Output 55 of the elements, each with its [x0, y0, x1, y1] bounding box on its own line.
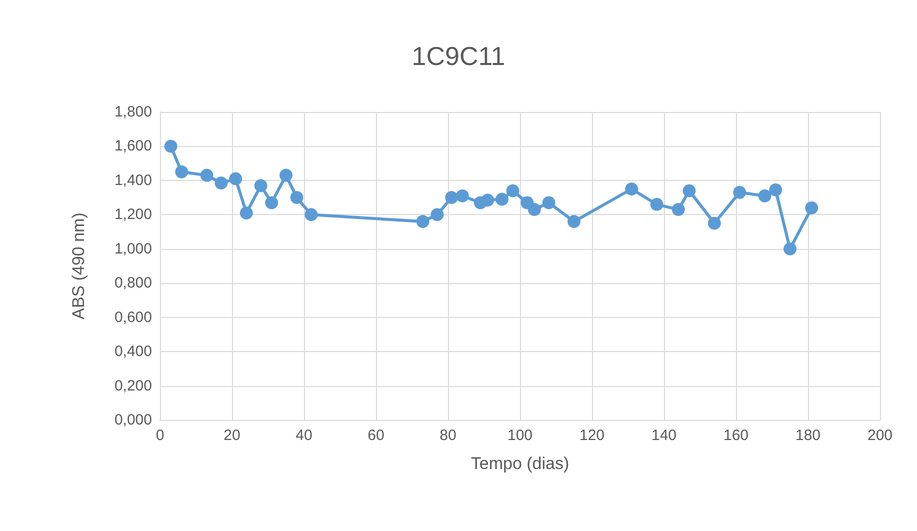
y-tick-label: 0,200	[114, 377, 152, 394]
point	[456, 189, 469, 202]
x-tick-label: 120	[579, 427, 605, 444]
point	[229, 172, 242, 186]
y-axis-title: ABS (490 nm)	[69, 212, 88, 320]
point	[682, 184, 696, 198]
y-tick-label: 1,600	[114, 138, 152, 155]
point	[672, 203, 685, 216]
point	[200, 168, 214, 182]
point	[496, 192, 508, 206]
x-tick-label: 180	[795, 427, 821, 444]
point	[733, 186, 746, 199]
point	[214, 176, 228, 190]
point	[784, 242, 796, 256]
point	[304, 208, 318, 222]
y-tick-label: 0,800	[114, 274, 152, 292]
point	[708, 216, 721, 230]
y-tick-label: 0,000	[114, 412, 152, 428]
x-tick-label: 80	[440, 427, 456, 444]
x-tick-label: 200	[867, 427, 893, 444]
point	[528, 203, 541, 216]
point	[542, 196, 556, 210]
point	[240, 206, 253, 220]
point	[506, 184, 520, 198]
point	[175, 165, 188, 178]
y-tick-label: 0,600	[114, 308, 152, 326]
chart-title: 1C9C11	[412, 41, 506, 71]
x-tick-label: 60	[368, 427, 384, 444]
point	[265, 196, 278, 210]
x-tick-label: 20	[224, 427, 240, 444]
x-axis-title: Tempo (dias)	[470, 454, 570, 473]
point	[430, 208, 444, 222]
point	[280, 168, 292, 182]
point	[769, 183, 782, 196]
point	[758, 189, 772, 202]
x-tick-label: 140	[651, 427, 677, 444]
x-tick-label: 160	[723, 427, 749, 444]
point	[445, 191, 458, 204]
y-tick-label: 1,400	[114, 172, 152, 189]
y-tick-label: 1,200	[114, 206, 152, 224]
point	[290, 191, 304, 204]
x-tick-label: 0	[156, 427, 164, 444]
x-tick-label: 40	[296, 427, 312, 444]
point	[625, 182, 638, 196]
point	[416, 215, 430, 228]
x-tick-label: 100	[507, 427, 533, 444]
y-tick-label: 0,400	[114, 343, 152, 360]
point	[254, 179, 268, 192]
point	[568, 215, 580, 228]
y-tick-label: 1,800	[114, 104, 152, 120]
point	[481, 194, 494, 207]
point	[650, 198, 664, 211]
point	[805, 201, 818, 214]
point	[164, 140, 178, 153]
y-tick-label: 1,000	[114, 240, 152, 258]
